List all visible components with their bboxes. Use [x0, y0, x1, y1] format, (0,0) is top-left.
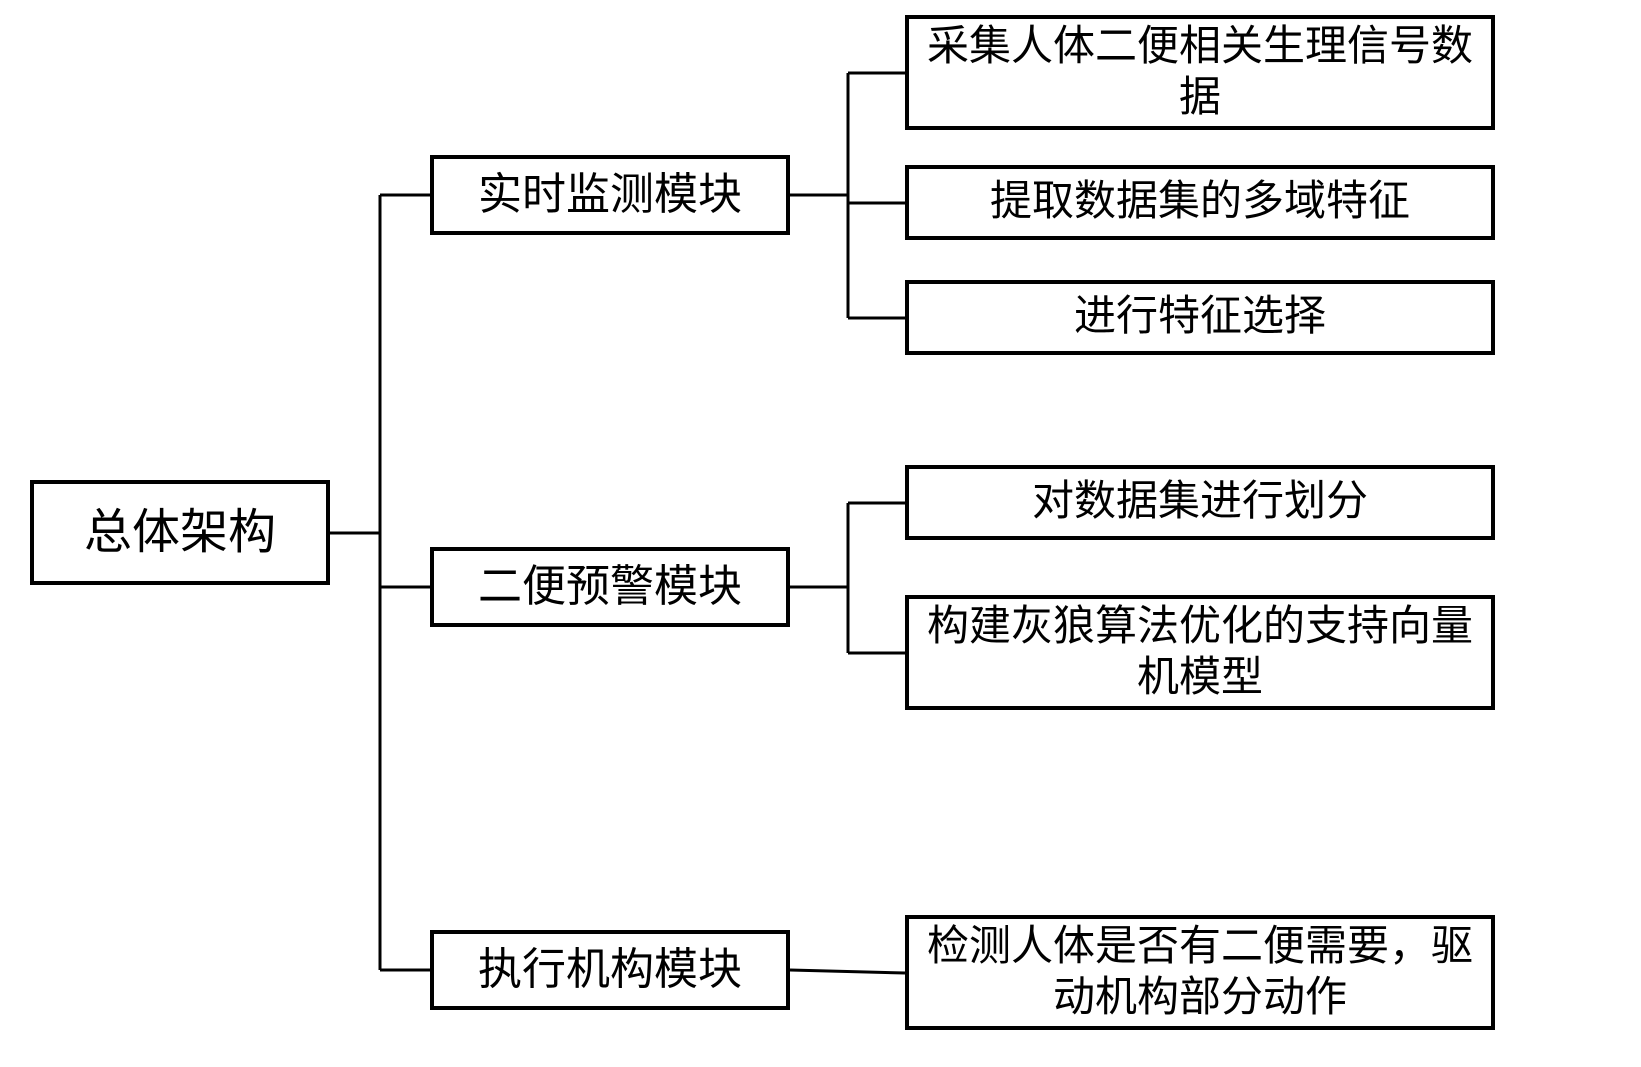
leaf-label: 提取数据集的多域特征 [990, 177, 1410, 227]
mid-node-exec: 执行机构模块 [430, 930, 790, 1010]
leaf-node: 检测人体是否有二便需要，驱动机构部分动作 [905, 915, 1495, 1030]
mid-node-alert: 二便预警模块 [430, 547, 790, 627]
leaf-node: 对数据集进行划分 [905, 465, 1495, 540]
root-label: 总体架构 [84, 504, 276, 562]
leaf-label: 进行特征选择 [1074, 292, 1326, 342]
mid-label-exec: 执行机构模块 [478, 944, 742, 997]
leaf-node: 提取数据集的多域特征 [905, 165, 1495, 240]
leaf-node: 采集人体二便相关生理信号数据 [905, 15, 1495, 130]
mid-node-monitor: 实时监测模块 [430, 155, 790, 235]
leaf-label: 采集人体二便相关生理信号数据 [927, 22, 1473, 123]
mid-label-monitor: 实时监测模块 [478, 169, 742, 222]
root-node: 总体架构 [30, 480, 330, 585]
leaf-label: 对数据集进行划分 [1032, 477, 1368, 527]
leaf-label: 检测人体是否有二便需要，驱动机构部分动作 [927, 922, 1473, 1023]
mid-label-alert: 二便预警模块 [478, 561, 742, 614]
leaf-label: 构建灰狼算法优化的支持向量机模型 [927, 602, 1473, 703]
leaf-node: 进行特征选择 [905, 280, 1495, 355]
leaf-node: 构建灰狼算法优化的支持向量机模型 [905, 595, 1495, 710]
